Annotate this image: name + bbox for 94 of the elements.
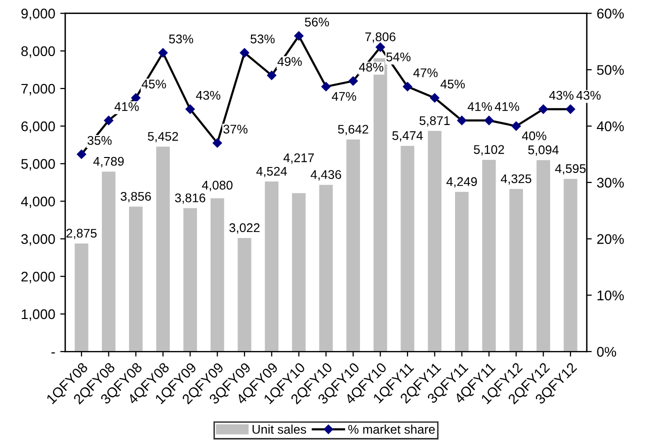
data-label: 5,642 — [338, 124, 368, 136]
data-label: 4,249 — [446, 177, 477, 188]
data-label: 48% — [359, 62, 384, 72]
data-label: 41% — [114, 102, 139, 111]
legend-label: % market share — [348, 424, 435, 434]
y-tick-label: - — [51, 352, 55, 354]
data-label: 5,094 — [528, 145, 559, 156]
data-label: 4,080 — [202, 180, 232, 192]
data-label: 5,474 — [392, 131, 423, 142]
y-tick-label: 3,000 — [21, 234, 55, 246]
point — [104, 116, 114, 126]
data-label: 4,789 — [93, 156, 124, 168]
point — [158, 48, 168, 58]
bar — [428, 130, 442, 352]
point — [267, 70, 276, 80]
y-tick-label: 6,000 — [21, 121, 55, 133]
data-label: 49% — [278, 57, 302, 66]
data-label: 3,022 — [229, 223, 260, 234]
bar — [509, 189, 523, 352]
y-tick-label: 1,000 — [22, 309, 55, 321]
bar — [129, 206, 143, 352]
bar — [482, 160, 496, 352]
point — [321, 82, 331, 92]
data-label: 54% — [386, 52, 410, 62]
point — [348, 76, 358, 86]
point — [240, 48, 250, 58]
data-label: 41% — [494, 102, 520, 111]
data-label: 47% — [413, 68, 438, 78]
data-label: 53% — [169, 34, 194, 44]
legend-label: Unit sales — [252, 424, 306, 434]
y-tick-label: 8,000 — [21, 46, 55, 58]
point — [457, 116, 466, 126]
bar — [319, 184, 333, 352]
bar — [400, 146, 414, 352]
data-label: 5,452 — [148, 132, 178, 142]
data-label: 40% — [522, 131, 546, 140]
data-label: 56% — [304, 18, 329, 26]
data-label: 5,871 — [420, 116, 450, 127]
y-tick-label: 7,000 — [21, 84, 55, 96]
bar — [210, 198, 224, 352]
bar — [292, 193, 306, 352]
bar — [156, 146, 170, 352]
data-label: 2,875 — [66, 228, 97, 240]
point — [76, 150, 86, 159]
bar — [264, 182, 278, 352]
bar — [238, 238, 252, 352]
data-label: 5,102 — [474, 145, 504, 156]
point — [294, 31, 304, 41]
data-label: 45% — [142, 80, 166, 88]
data-label: 4,595 — [555, 164, 586, 175]
bar — [74, 244, 88, 352]
data-label: 7,806 — [365, 32, 396, 43]
y-tick-label: 9,000 — [21, 8, 55, 20]
data-label: 45% — [440, 80, 465, 88]
y2-tick-label: 10% — [598, 290, 624, 300]
data-label: 41% — [468, 102, 492, 111]
data-label: 35% — [88, 136, 112, 145]
point — [212, 138, 222, 148]
data-label: 53% — [250, 34, 275, 44]
data-label: 43% — [196, 90, 220, 100]
point — [512, 121, 521, 131]
y2-tick-label: 60% — [597, 8, 624, 19]
data-label: 3,816 — [175, 193, 206, 204]
y-tick-label: 5,000 — [21, 158, 55, 170]
data-label: 47% — [332, 92, 356, 101]
point — [376, 42, 385, 52]
data-label: 43% — [549, 90, 574, 100]
y2-tick-label: 30% — [597, 178, 624, 188]
data-label: 4,325 — [500, 174, 532, 185]
y2-tick-label: 0% — [597, 346, 616, 357]
data-label: 3,856 — [120, 192, 151, 202]
data-label: 4,524 — [256, 166, 287, 178]
point — [186, 104, 195, 114]
point — [131, 93, 140, 103]
point — [430, 93, 440, 103]
bar — [183, 208, 197, 352]
y2-tick-label: 20% — [597, 234, 624, 244]
y-tick-label: 2,000 — [21, 272, 55, 284]
point — [402, 82, 412, 92]
y2-tick-label: 50% — [597, 65, 624, 75]
bar — [564, 178, 578, 352]
point — [538, 104, 548, 114]
bar — [455, 192, 469, 352]
data-label: 4,436 — [310, 170, 342, 180]
bar — [102, 172, 116, 352]
point — [566, 104, 576, 114]
data-label: 43% — [576, 90, 601, 100]
bar — [346, 140, 360, 352]
data-label: 37% — [223, 124, 248, 134]
y2-tick-label: 40% — [596, 121, 624, 132]
data-label: 4,217 — [283, 153, 314, 164]
bar — [536, 160, 550, 352]
y-tick-label: 4,000 — [21, 196, 55, 208]
point — [484, 116, 494, 126]
